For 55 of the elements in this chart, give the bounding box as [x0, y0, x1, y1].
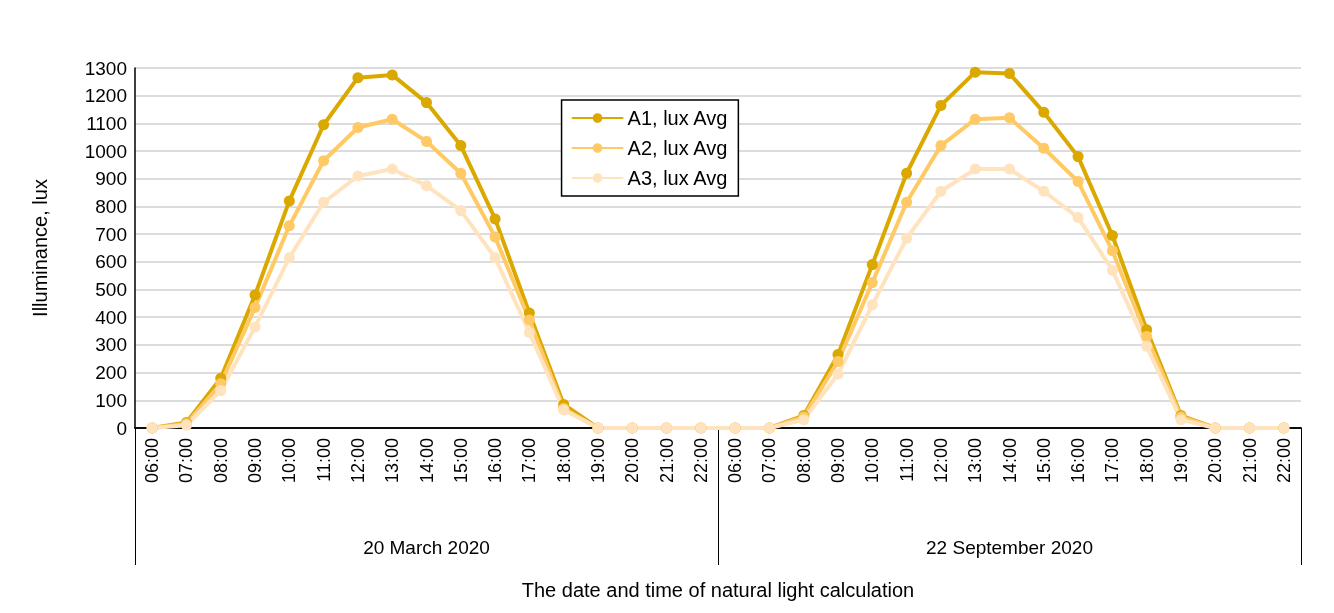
y-tick-label: 0 — [116, 417, 127, 439]
y-tick-label: 200 — [95, 362, 127, 384]
x-tick-label: 19:00 — [587, 438, 608, 484]
x-tick-label: 16:00 — [1068, 438, 1089, 484]
x-tick-label: 07:00 — [759, 438, 780, 484]
x-tick-label: 17:00 — [1102, 438, 1123, 484]
x-tick-label: 18:00 — [553, 438, 574, 484]
x-tick-label: 15:00 — [1033, 438, 1054, 484]
y-tick-label: 400 — [95, 306, 127, 328]
x-tick-label: 10:00 — [279, 438, 300, 484]
x-tick-label: 13:00 — [965, 438, 986, 484]
x-tick-label: 22:00 — [690, 438, 711, 484]
x-tick-label: 19:00 — [1170, 438, 1191, 484]
text: 22 September 2020 — [926, 537, 1093, 558]
x-tick-label: 11:00 — [313, 438, 334, 482]
x-tick-label: 21:00 — [1239, 438, 1260, 484]
x-tick-label: 12:00 — [930, 438, 951, 484]
y-tick-label: 800 — [95, 195, 127, 217]
x-tick-label: 09:00 — [828, 438, 849, 484]
x-tick-label: 13:00 — [382, 438, 403, 484]
x-tick-label: 21:00 — [656, 438, 677, 484]
x-tick-label: 15:00 — [450, 438, 471, 484]
y-tick-label: 700 — [95, 223, 127, 245]
x-tick-label: 10:00 — [862, 438, 883, 484]
legend-label: A2, lux Avg — [627, 137, 728, 159]
x-tick-label: 16:00 — [485, 438, 506, 484]
x-tick-label: 11:00 — [896, 438, 917, 482]
legend-label: A1, lux Avg — [627, 107, 728, 129]
x-tick-label: 20:00 — [1205, 438, 1226, 484]
y-tick-label: 1000 — [84, 140, 127, 162]
x-tick-label: 12:00 — [347, 438, 368, 484]
y-tick-label: 600 — [95, 251, 127, 273]
x-tick-label: 06:00 — [142, 438, 163, 484]
x-tick-label: 06:00 — [725, 438, 746, 484]
y-tick-label: 1100 — [86, 112, 127, 134]
x-tick-label: 22:00 — [1273, 438, 1294, 484]
x-tick-label: 08:00 — [210, 438, 231, 484]
x-tick-label: 09:00 — [245, 438, 266, 484]
y-tick-label: 500 — [95, 279, 127, 301]
x-tick-label: 17:00 — [519, 438, 540, 484]
x-tick-label: 07:00 — [176, 438, 197, 484]
legend-label: A3, lux Avg — [627, 167, 728, 189]
x-axis-title: The date and time of natural light calculation — [521, 579, 915, 601]
x-tick-label: 14:00 — [416, 438, 437, 484]
text: 20 March 2020 — [363, 537, 490, 558]
y-tick-label: 900 — [95, 168, 127, 190]
x-tick-label: 20:00 — [622, 438, 643, 484]
x-tick-label: 14:00 — [999, 438, 1020, 484]
y-tick-label: 1300 — [84, 57, 127, 79]
x-tick-label: 18:00 — [1136, 438, 1157, 484]
y-tick-label: 100 — [95, 389, 127, 411]
x-tick-label: 08:00 — [793, 438, 814, 484]
y-tick-label: 300 — [95, 334, 127, 356]
y-tick-label: 1200 — [84, 85, 127, 107]
y-axis-title: Illuminance, lux — [29, 179, 51, 317]
